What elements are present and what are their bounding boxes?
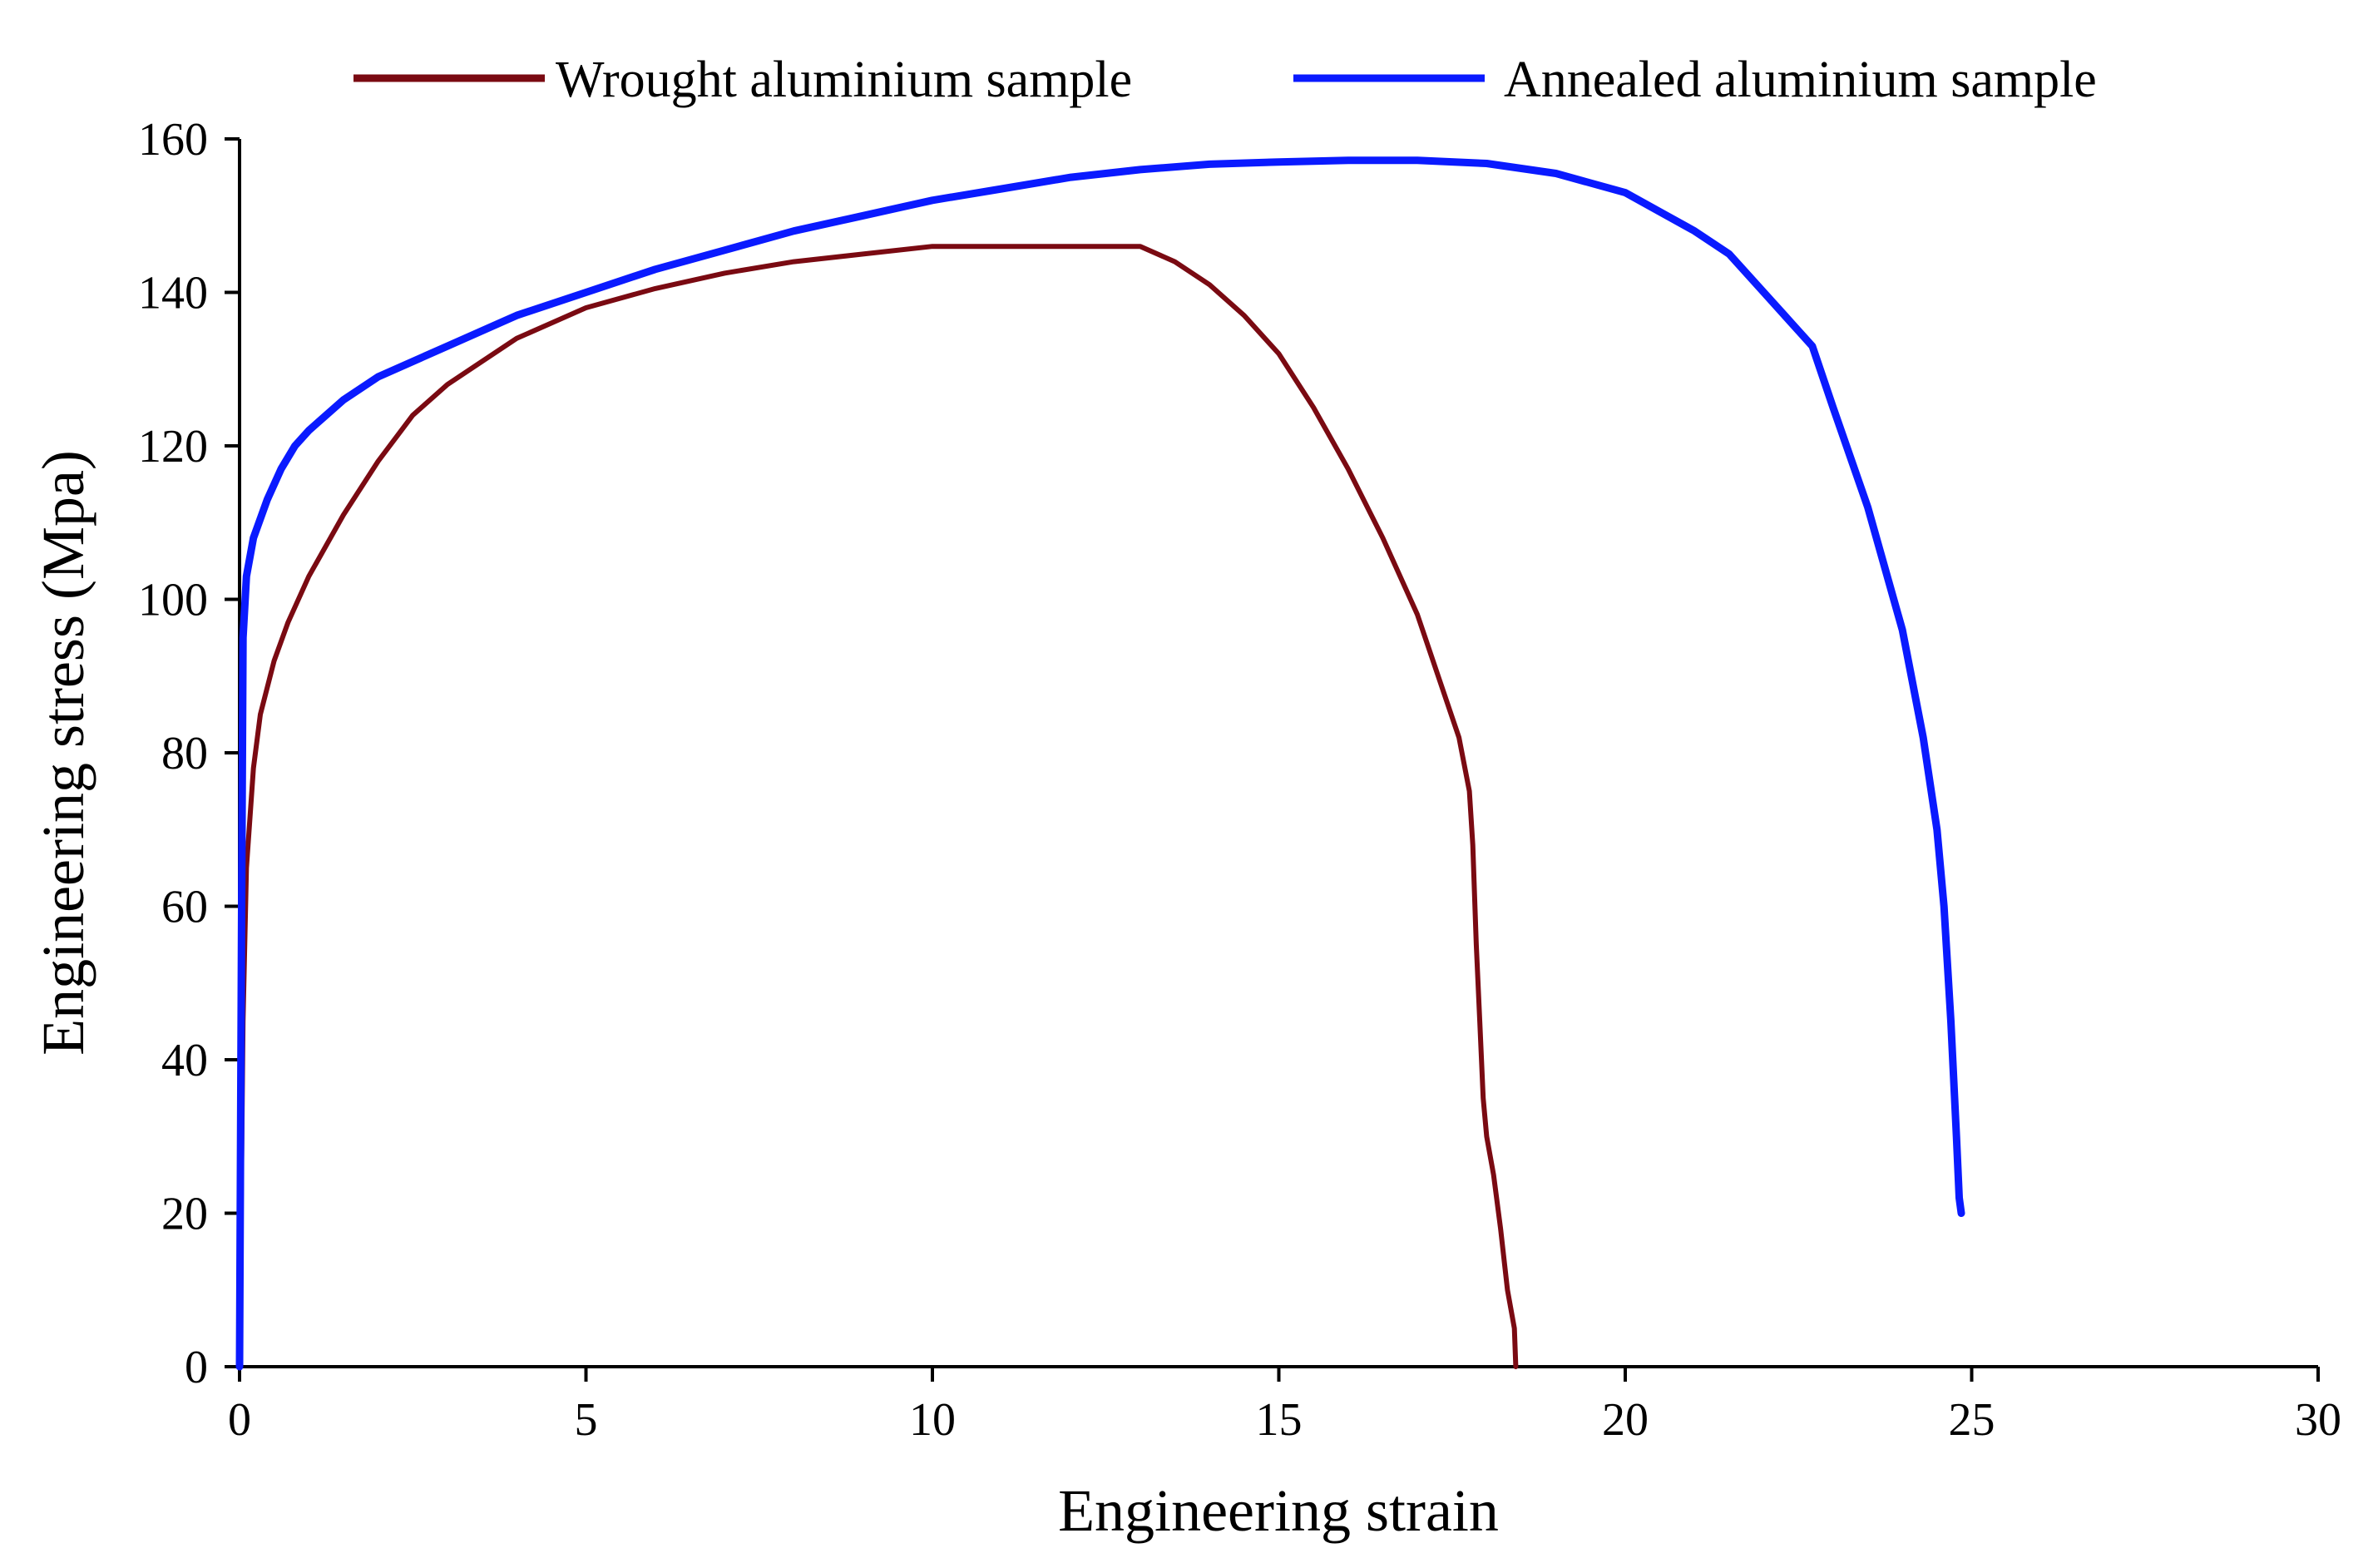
x-tick-label: 20 — [1602, 1394, 1649, 1446]
x-tick-label: 10 — [909, 1394, 956, 1446]
y-tick-label: 80 — [161, 728, 208, 779]
series-line-annealed — [235, 156, 1965, 1371]
x-tick-label: 15 — [1256, 1394, 1303, 1446]
legend: Wrought aluminium sample Annealed alumin… — [353, 52, 2097, 108]
y-tick-label: 160 — [138, 114, 208, 166]
x-tick-label: 30 — [2295, 1394, 2341, 1446]
series-line-wrought — [237, 244, 1519, 1369]
y-axis-title: Engineering stress (Mpa) — [30, 450, 96, 1056]
x-tick-label: 0 — [228, 1394, 251, 1446]
x-tick-label: 25 — [1949, 1394, 1995, 1446]
y-tick-label: 140 — [138, 268, 208, 319]
legend-label-wrought: Wrought aluminium sample — [556, 52, 1132, 108]
y-tick-label: 20 — [161, 1189, 208, 1240]
y-tick-label: 0 — [185, 1342, 208, 1393]
x-axis-title: Engineering strain — [1058, 1477, 1499, 1544]
series-layer — [235, 156, 1965, 1371]
y-tick-label: 40 — [161, 1035, 208, 1086]
x-tick-label: 5 — [575, 1394, 598, 1446]
y-tick-label: 100 — [138, 575, 208, 626]
legend-label-annealed: Annealed aluminium sample — [1504, 52, 2097, 108]
y-tick-label: 60 — [161, 882, 208, 933]
ticks: 0 5 10 15 20 25 30 0 20 40 60 80 100 120 140 160 — [138, 114, 2341, 1446]
y-tick-label: 120 — [138, 421, 208, 472]
